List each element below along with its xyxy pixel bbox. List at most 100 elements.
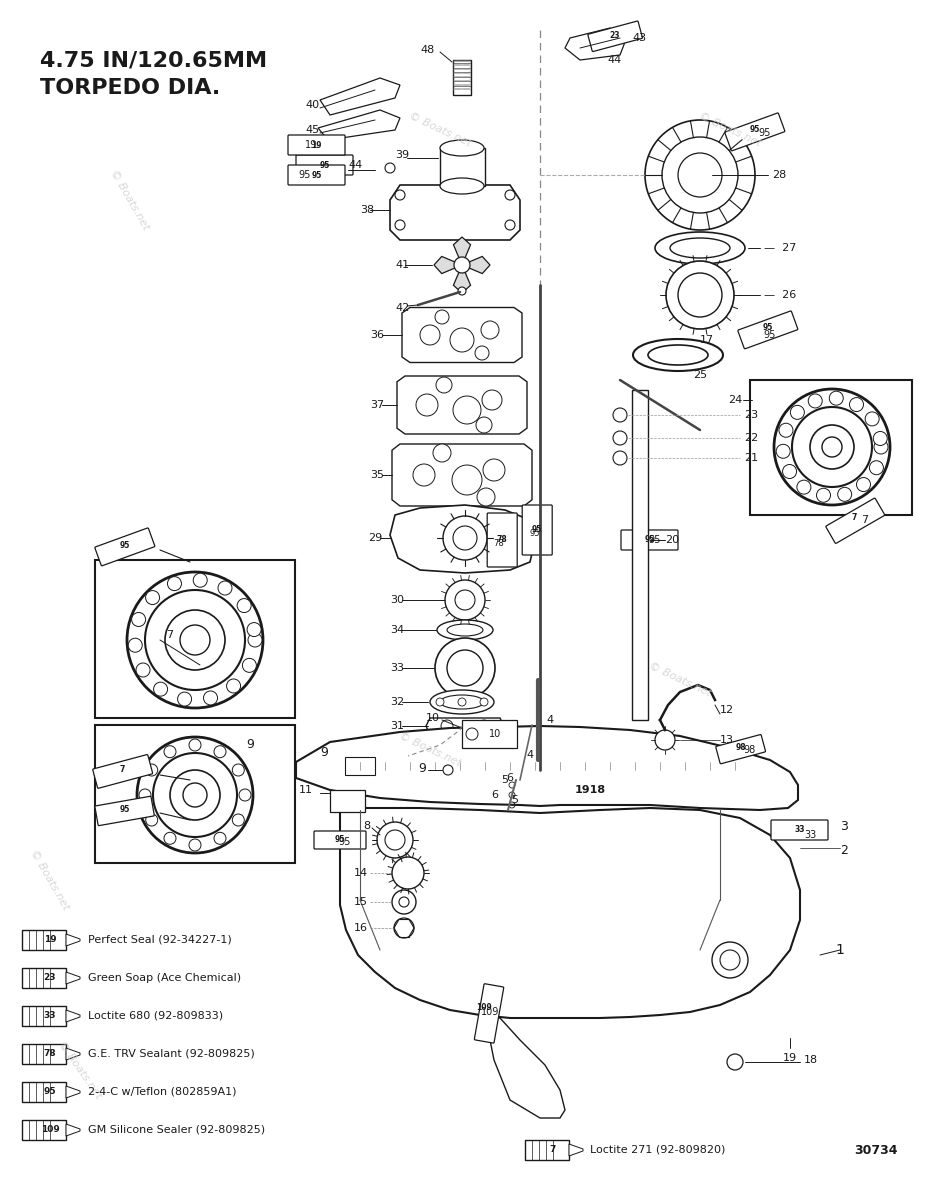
- Circle shape: [233, 764, 244, 776]
- Circle shape: [454, 257, 470, 272]
- Text: 95: 95: [763, 330, 776, 340]
- Text: 19: 19: [305, 140, 317, 150]
- Text: 24: 24: [728, 395, 742, 404]
- Text: 16: 16: [354, 923, 368, 934]
- Circle shape: [645, 120, 755, 230]
- Circle shape: [779, 424, 793, 437]
- Ellipse shape: [648, 346, 708, 365]
- Polygon shape: [453, 265, 470, 293]
- Text: 39: 39: [395, 150, 409, 160]
- Circle shape: [453, 396, 481, 424]
- Circle shape: [420, 325, 440, 346]
- Bar: [22, 1044, 66, 1064]
- Circle shape: [136, 662, 150, 677]
- Text: 4: 4: [546, 715, 553, 725]
- FancyBboxPatch shape: [771, 820, 828, 840]
- Circle shape: [443, 766, 453, 775]
- Text: 13: 13: [720, 734, 734, 745]
- Circle shape: [477, 488, 495, 506]
- FancyBboxPatch shape: [522, 505, 552, 554]
- Circle shape: [433, 444, 451, 462]
- Circle shape: [377, 822, 413, 858]
- Polygon shape: [296, 726, 798, 810]
- Polygon shape: [66, 934, 80, 946]
- Bar: [22, 968, 66, 988]
- Text: 95: 95: [749, 126, 760, 134]
- Circle shape: [237, 599, 251, 612]
- Circle shape: [413, 464, 435, 486]
- Text: 33: 33: [803, 830, 816, 840]
- Text: 7: 7: [167, 630, 173, 640]
- Bar: [750, 380, 912, 515]
- Circle shape: [392, 890, 416, 914]
- Text: 19: 19: [783, 1054, 797, 1063]
- Text: 95: 95: [339, 838, 351, 847]
- Circle shape: [678, 272, 722, 317]
- Circle shape: [239, 790, 251, 802]
- Circle shape: [139, 790, 151, 802]
- Text: 95: 95: [319, 161, 330, 169]
- Text: 95: 95: [299, 170, 311, 180]
- Text: 15: 15: [354, 898, 368, 907]
- Circle shape: [204, 691, 218, 704]
- Circle shape: [153, 754, 237, 838]
- Text: 18: 18: [804, 1055, 818, 1066]
- FancyBboxPatch shape: [826, 498, 884, 544]
- FancyBboxPatch shape: [725, 113, 785, 151]
- Text: 78: 78: [493, 539, 505, 547]
- Polygon shape: [390, 185, 520, 240]
- Text: 30: 30: [390, 595, 404, 605]
- Bar: [95, 725, 295, 863]
- FancyBboxPatch shape: [716, 734, 765, 763]
- Text: —  27: — 27: [764, 242, 796, 253]
- Polygon shape: [66, 1086, 80, 1098]
- Text: 19: 19: [44, 936, 56, 944]
- Text: © Boats.net: © Boats.net: [29, 848, 72, 912]
- FancyBboxPatch shape: [621, 530, 678, 550]
- Text: 1918: 1918: [574, 785, 605, 794]
- Text: 95: 95: [311, 170, 322, 180]
- Circle shape: [613, 431, 627, 445]
- Polygon shape: [340, 808, 800, 1018]
- Circle shape: [399, 898, 409, 907]
- Bar: [95, 560, 295, 718]
- Circle shape: [248, 634, 262, 647]
- Text: 109: 109: [480, 1007, 499, 1018]
- Text: 45: 45: [305, 125, 319, 134]
- Circle shape: [436, 698, 444, 706]
- Circle shape: [808, 394, 822, 408]
- Bar: [345, 757, 375, 775]
- Circle shape: [183, 782, 207, 806]
- Text: 29: 29: [368, 533, 383, 542]
- Circle shape: [458, 287, 466, 295]
- Circle shape: [483, 458, 505, 481]
- Circle shape: [395, 220, 405, 230]
- Text: 7: 7: [852, 514, 857, 522]
- Text: 20: 20: [665, 535, 679, 545]
- Text: 7: 7: [861, 515, 869, 526]
- Text: © Boats.net: © Boats.net: [697, 112, 762, 149]
- Text: 19: 19: [311, 140, 322, 150]
- Circle shape: [774, 389, 890, 505]
- Circle shape: [178, 692, 192, 706]
- Ellipse shape: [440, 140, 484, 156]
- Text: 95: 95: [119, 805, 129, 815]
- Circle shape: [435, 310, 449, 324]
- Text: 95: 95: [335, 835, 345, 845]
- FancyBboxPatch shape: [314, 830, 366, 850]
- Text: © Boats.net: © Boats.net: [109, 168, 151, 232]
- Text: 30734: 30734: [855, 1144, 898, 1157]
- Circle shape: [145, 590, 159, 605]
- Circle shape: [385, 830, 405, 850]
- Circle shape: [830, 391, 843, 406]
- Circle shape: [128, 638, 142, 653]
- FancyBboxPatch shape: [475, 984, 504, 1043]
- Circle shape: [247, 623, 261, 636]
- Circle shape: [165, 610, 225, 670]
- Circle shape: [450, 328, 474, 352]
- Text: 23: 23: [610, 30, 620, 40]
- Circle shape: [392, 857, 424, 889]
- Text: 44: 44: [348, 160, 362, 170]
- Ellipse shape: [655, 232, 745, 264]
- Text: 28: 28: [772, 170, 787, 180]
